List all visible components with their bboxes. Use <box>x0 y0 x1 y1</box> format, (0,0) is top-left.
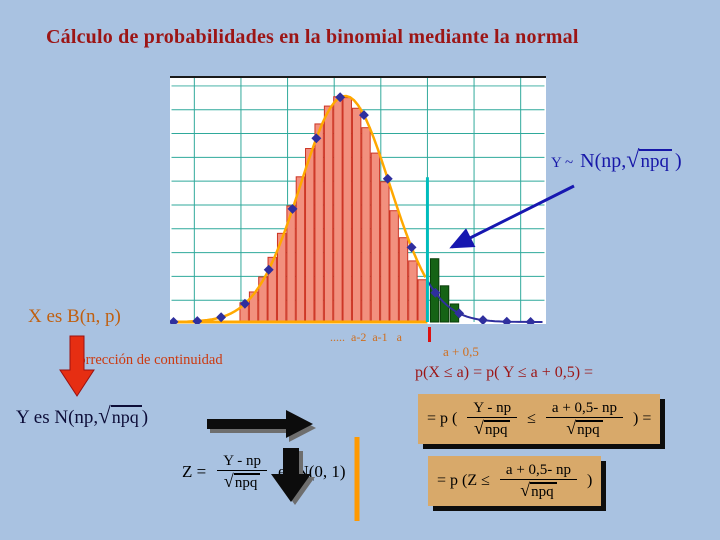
histogram-bar <box>342 97 352 323</box>
data-marker <box>406 242 417 253</box>
data-marker <box>192 316 203 327</box>
right-arrow-shadow <box>210 414 316 442</box>
z-standardization-formula: Z = Y - np √npq es N(0, 1) <box>182 452 346 492</box>
radicand-text: npq <box>110 405 142 427</box>
formula-step-1: = p ( Y - np √npq ≤ a + 0,5- np √npq ) = <box>418 394 661 444</box>
normal-close-text: ) <box>674 150 682 172</box>
histogram-bar <box>333 96 343 323</box>
histogram-bar <box>389 210 399 323</box>
data-marker <box>478 315 488 326</box>
fraction-denominator: √npq <box>474 418 511 439</box>
step2-close: ) <box>587 472 593 489</box>
fraction-numerator: Y - np <box>217 452 268 471</box>
less-equal-text: ≤ <box>527 410 536 427</box>
data-marker <box>216 312 227 323</box>
data-marker <box>501 316 512 327</box>
black-right-arrow <box>207 410 313 438</box>
radicand-text: npq <box>639 149 672 172</box>
y-normal-close: ) <box>141 407 149 428</box>
step2-open: = p (Z ≤ <box>437 472 490 489</box>
histogram-bar <box>398 237 409 323</box>
sqrt-icon: √ <box>626 147 640 173</box>
radicand-text: npq <box>483 420 511 438</box>
fraction-denominator: √npq <box>223 471 261 492</box>
data-marker <box>311 133 322 144</box>
y-normal-label: Y es N(np, √npq ) <box>16 404 148 429</box>
chart-panel <box>168 76 546 327</box>
x-binomial-label: X es B(n, p) <box>28 306 121 327</box>
histogram-bar <box>361 127 371 323</box>
fraction-numerator: a + 0,5- np <box>545 399 624 418</box>
normal-open-text: N(np, <box>580 150 627 172</box>
sqrt-icon: √ <box>474 418 484 438</box>
probability-equation: p(X ≤ a) = p( Y ≤ a + 0,5) = <box>415 364 594 381</box>
histogram-bar <box>295 176 306 323</box>
y-normal-prefix: Y es N(np, <box>16 407 99 428</box>
data-marker <box>454 308 465 319</box>
radicand-text: npq <box>576 420 603 438</box>
fraction-numerator: Y - np <box>467 399 518 418</box>
normal-curve <box>171 94 427 324</box>
data-marker <box>335 92 346 103</box>
data-marker <box>287 203 298 214</box>
slide-title: Cálculo de probabilidades en la binomial… <box>46 26 579 48</box>
formula-step-2: = p (Z ≤ a + 0,5- np √npq ) <box>428 456 602 506</box>
data-marker <box>263 264 274 275</box>
histogram-bar <box>305 148 315 323</box>
fraction: a + 0,5- np √npq <box>499 461 578 501</box>
x-axis-tick-labels: ..... a-2 a-1 a <box>330 330 402 344</box>
binomial-normal-chart <box>168 78 545 327</box>
step1-open: = p ( <box>427 410 458 427</box>
step1-close: ) = <box>633 410 652 427</box>
a-plus-half-label: a + 0,5 <box>443 344 479 359</box>
sqrt-icon: √ <box>98 403 111 428</box>
continuity-correction-label: corrección de continuidad <box>72 352 223 368</box>
normal-approx-label: Y ~ N(np, √npq ) <box>551 148 682 173</box>
sqrt-npq: √npq <box>626 148 672 173</box>
orange-divider-line <box>354 437 360 521</box>
sqrt-icon: √ <box>520 480 531 500</box>
axis-tick-mark <box>428 327 431 342</box>
y-tilde-text: Y ~ <box>551 155 574 171</box>
data-marker <box>168 316 179 327</box>
sqrt-icon: √ <box>566 418 577 438</box>
fraction: a + 0,5- np √npq <box>545 399 624 439</box>
histogram-bar <box>417 279 427 323</box>
data-marker <box>525 317 536 327</box>
histogram-bar <box>370 152 381 323</box>
fraction-denominator: √npq <box>566 418 603 439</box>
z-equals-text: Z = <box>182 462 207 481</box>
radicand-text: npq <box>530 482 557 500</box>
sqrt-npq: √npq <box>98 404 142 429</box>
histogram-bar <box>351 107 362 323</box>
fraction-denominator: √npq <box>520 480 557 501</box>
fraction: Y - np √npq <box>217 452 268 492</box>
fraction-numerator: a + 0,5- np <box>499 461 578 480</box>
histogram-bar <box>380 181 390 323</box>
histogram-bar <box>408 260 418 323</box>
z-distribution-text: es N(0, 1) <box>278 462 346 481</box>
fraction: Y - np √npq <box>467 399 518 439</box>
histogram-bar <box>314 123 324 323</box>
radicand-text: npq <box>233 473 261 491</box>
sqrt-icon: √ <box>223 471 234 491</box>
histogram-bar <box>323 105 334 323</box>
